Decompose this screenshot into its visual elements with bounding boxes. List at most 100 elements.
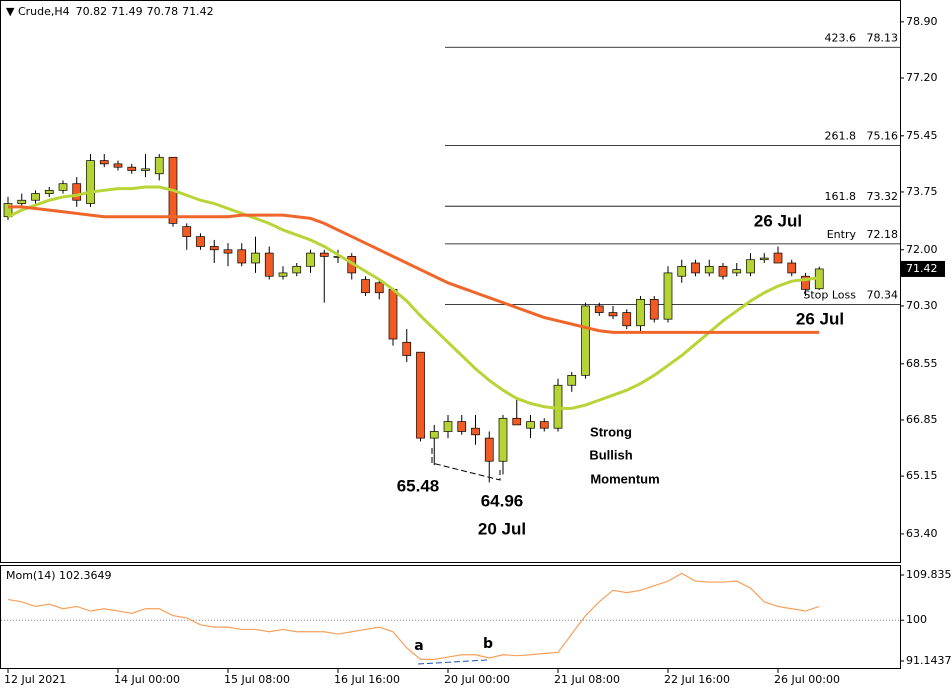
candle-body [31,193,40,201]
level-label: 161.8 [825,190,857,203]
candle-body [251,252,260,264]
y-tick-label: 109.835 [906,568,952,581]
candle-body [127,166,137,171]
level-value: 75.16 [867,129,899,142]
ohlc-close: 71.42 [182,5,214,18]
y-tick-label: 75.45 [906,129,938,142]
candle-body [691,262,700,274]
candle-body [86,160,95,204]
candle-body [457,421,467,432]
level-label: 261.8 [825,129,857,142]
price-box-label: 71.42 [906,262,938,275]
candle-body [608,312,618,317]
candle-body [306,252,315,267]
candle-body [319,252,329,257]
candle-body [512,417,522,426]
candle-body [429,431,439,439]
candle-body [113,163,123,168]
candle-body [44,189,54,194]
candle-body [581,305,590,376]
candle-body [649,298,659,320]
candle-body [182,226,192,237]
candle-body [292,265,302,274]
candle-body [636,298,645,327]
level-value: 73.32 [867,190,899,203]
candle-body [759,257,769,261]
y-tick-label: 73.75 [906,185,938,198]
candle-body [264,252,274,277]
candle-body [498,417,508,462]
level-value: 70.34 [867,289,899,302]
annotation: Momentum [590,471,659,486]
x-tick-label: 21 Jul 08:00 [554,673,620,686]
x-tick-label: 12 Jul 2021 [4,673,66,686]
ohlc-open: 70.82 [76,5,108,18]
candle-body [99,160,109,165]
indicator-frame [0,565,901,669]
candle-body [622,312,632,327]
candle-body [141,168,150,171]
symbol: Crude,H4 [18,5,70,18]
title-arrow: ▼ [6,5,18,18]
x-tick-label: 26 Jul 00:00 [774,673,840,686]
chart-title: ▼ Crude,H4 70.82 71.49 70.78 71.42 [6,5,214,18]
annotation: 20 Jul [478,519,526,538]
ohlc-low: 70.78 [147,5,179,18]
candle-body [237,249,247,264]
x-tick-label: 20 Jul 00:00 [444,673,510,686]
trend-line [417,659,488,665]
annotation: 65.48 [397,476,440,495]
candle-body [3,203,13,218]
candle-body [471,427,480,436]
candle-body [72,183,82,201]
annotation: Strong [590,424,632,439]
x-tick-label: 22 Jul 16:00 [664,673,730,686]
moving-average [7,185,820,410]
candle-body [58,183,68,191]
candle-body [17,199,27,204]
annotation: 64.96 [481,491,524,510]
candle-body [526,421,535,429]
candle-body [209,246,219,251]
candle-body [388,289,398,340]
candle-body [677,265,687,277]
annotation: a [414,638,423,654]
y-tick-label: 70.30 [906,299,938,312]
y-tick-label: 63.40 [906,527,938,540]
level-label: Stop Loss [803,289,856,302]
candle-body [732,269,742,274]
candle-body [594,305,604,313]
candle-body [361,279,370,294]
indicator-title: Mom(14) 102.3649 [6,569,112,582]
candle-body [801,275,810,290]
moving-average [8,205,820,334]
x-tick-label: 14 Jul 00:00 [114,673,180,686]
candle-body [539,421,549,429]
candle-body [374,282,384,294]
annotation: 26 Jul [796,309,844,328]
price-box [901,260,945,277]
candle-body [223,249,233,254]
candle-body [484,437,494,462]
candle-body [278,272,288,277]
candle-body [746,259,755,274]
level-value: 72.18 [867,228,899,241]
y-tick-label: 66.85 [906,413,938,426]
y-tick-label: 78.90 [906,15,938,28]
y-tick-label: 68.55 [906,357,938,370]
y-tick-label: 100 [906,613,927,626]
y-tick-label: 72.00 [906,243,938,256]
candle-body [402,341,412,356]
x-tick-label: 15 Jul 08:00 [224,673,290,686]
candle-body [773,252,783,264]
candle-body [663,272,673,320]
ohlc-high: 71.49 [111,5,143,18]
candle-body [416,351,425,439]
level-value: 78.13 [867,31,899,44]
level-label: Entry [827,228,857,241]
y-tick-label: 65.15 [906,469,938,482]
level-label: 423.6 [825,31,857,44]
candle-body [196,236,205,247]
annotation: b [483,636,493,652]
